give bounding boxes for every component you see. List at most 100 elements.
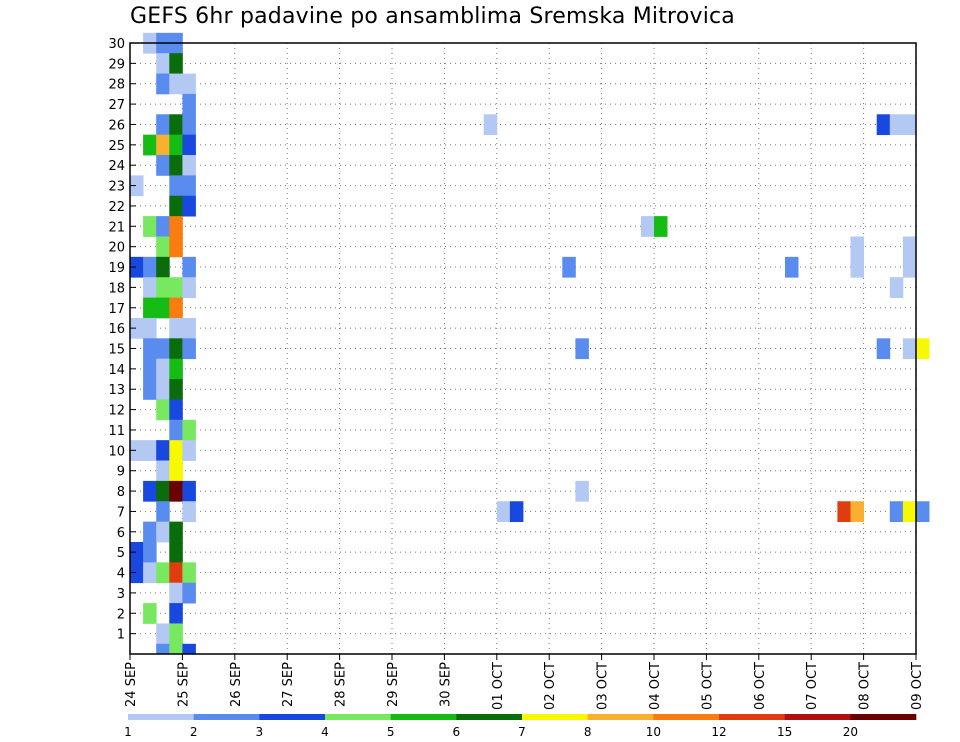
precip-cell — [575, 338, 589, 360]
x-tick-label: 02 OCT — [543, 662, 558, 710]
x-tick-label: 27 SEP — [281, 662, 296, 707]
precip-cell — [169, 155, 183, 176]
precip-cell — [182, 114, 196, 136]
precip-cell — [889, 501, 904, 523]
precip-cell — [169, 460, 183, 482]
y-tick-label: 3 — [117, 587, 125, 602]
x-tick-label: 04 OCT — [648, 662, 663, 710]
precip-cell — [169, 53, 183, 74]
colorbar-swatch — [390, 714, 457, 720]
x-tick-label: 29 SEP — [386, 662, 401, 707]
colorbar-swatch — [587, 714, 654, 720]
x-tick-label: 28 SEP — [334, 662, 349, 707]
y-tick-label: 18 — [108, 281, 125, 296]
precip-cell — [169, 562, 183, 584]
precip-cell — [182, 175, 196, 197]
precip-cell — [169, 175, 183, 197]
precip-cell — [169, 521, 183, 543]
x-tick-label: 24 SEP — [124, 662, 139, 707]
x-tick-label: 07 OCT — [805, 662, 820, 710]
y-tick-label: 23 — [108, 180, 125, 195]
precip-cell — [143, 134, 157, 156]
precip-cell — [575, 480, 589, 502]
colorbar-label: 4 — [321, 725, 329, 739]
precip-cell — [156, 277, 170, 298]
y-tick-label: 16 — [108, 322, 125, 337]
y-tick-label: 19 — [108, 261, 125, 276]
precip-cell — [169, 338, 183, 360]
precip-cell — [837, 501, 851, 523]
precip-cell — [182, 501, 196, 523]
x-tick-label: 26 SEP — [229, 662, 244, 707]
precip-cell — [169, 399, 183, 421]
y-tick-label: 30 — [108, 37, 125, 52]
precip-cell — [182, 195, 196, 217]
colorbar-label: 1 — [124, 725, 132, 739]
precip-cell — [130, 541, 144, 563]
y-tick-label: 28 — [108, 78, 125, 93]
colorbar-swatch — [259, 714, 326, 720]
precip-cell — [483, 114, 498, 136]
precip-cell — [143, 216, 157, 237]
precip-cell — [156, 338, 170, 360]
chart-title: GEFS 6hr padavine po ansamblima Sremska … — [130, 4, 735, 29]
precip-cell — [182, 155, 196, 176]
colorbar-label: 2 — [190, 725, 198, 739]
precip-cell — [169, 643, 183, 655]
precip-cell — [156, 440, 170, 461]
precip-cell — [156, 236, 170, 258]
precip-cell — [143, 358, 157, 380]
y-tick-label: 22 — [108, 200, 125, 215]
precip-cell — [182, 582, 196, 604]
y-tick-label: 29 — [108, 57, 125, 72]
precip-cell — [143, 521, 157, 543]
precip-cell — [156, 399, 170, 421]
colorbar-label: 5 — [387, 725, 395, 739]
precip-cell — [130, 175, 144, 197]
precip-cell — [876, 114, 891, 136]
colorbar-swatch — [653, 714, 720, 720]
colorbar-swatch — [325, 714, 391, 720]
precip-cell — [156, 521, 170, 543]
precip-cell — [156, 501, 170, 523]
precip-cell — [182, 317, 196, 339]
precip-cell — [156, 643, 170, 655]
precip-cell — [182, 93, 196, 115]
precip-cell — [916, 501, 930, 523]
precip-cell — [143, 440, 157, 461]
precip-cell — [182, 643, 196, 655]
y-tick-label: 10 — [108, 444, 125, 459]
y-tick-label: 5 — [117, 546, 125, 561]
colorbar-label: 7 — [518, 725, 526, 739]
precip-cell — [785, 256, 799, 278]
colorbar-label: 10 — [646, 725, 661, 739]
y-tick-label: 12 — [108, 404, 125, 419]
colorbar-swatch — [128, 714, 194, 720]
y-tick-label: 9 — [117, 465, 125, 480]
precip-cell — [169, 358, 183, 380]
x-tick-label: 08 OCT — [858, 662, 873, 710]
precip-cell — [143, 256, 157, 278]
precip-cell — [876, 338, 891, 360]
precip-cell — [902, 501, 917, 523]
precip-cell — [143, 338, 157, 360]
precip-cell — [889, 114, 904, 136]
precip-cell — [169, 419, 183, 441]
y-tick-label: 1 — [117, 628, 125, 643]
precip-cell — [143, 562, 157, 584]
x-tick-label: 25 SEP — [176, 662, 191, 707]
precip-cell — [156, 216, 170, 237]
precip-cell — [889, 277, 904, 298]
x-tick-label: 09 OCT — [910, 662, 925, 710]
precip-cell — [169, 379, 183, 400]
precip-cell — [156, 460, 170, 482]
y-tick-label: 14 — [108, 363, 125, 378]
precip-cell — [169, 277, 183, 298]
precip-cell — [509, 501, 524, 523]
precip-cell — [130, 440, 144, 461]
colorbar-swatch — [522, 714, 588, 720]
x-tick-label: 01 OCT — [491, 662, 506, 710]
precip-cell — [916, 338, 930, 360]
precip-cell — [130, 317, 144, 339]
y-tick-label: 11 — [108, 424, 125, 439]
